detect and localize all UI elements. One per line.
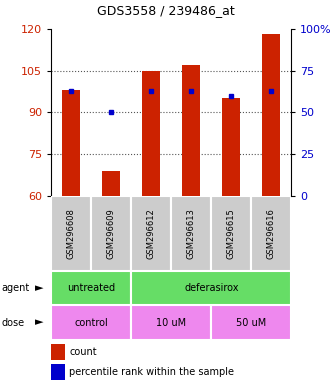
- Text: GSM296616: GSM296616: [267, 208, 276, 259]
- Bar: [51, 196, 91, 271]
- Bar: [251, 196, 291, 271]
- Bar: [102, 171, 120, 196]
- Text: GSM296609: GSM296609: [107, 208, 116, 259]
- Text: ►: ►: [35, 283, 43, 293]
- Bar: [91, 196, 131, 271]
- Bar: [171, 196, 211, 271]
- Text: count: count: [69, 347, 97, 357]
- Bar: [51, 344, 65, 360]
- Text: ►: ►: [35, 318, 43, 328]
- Text: deferasirox: deferasirox: [184, 283, 239, 293]
- Bar: [211, 305, 291, 340]
- Bar: [131, 271, 291, 305]
- Text: agent: agent: [2, 283, 30, 293]
- Bar: [51, 305, 131, 340]
- Bar: [51, 271, 131, 305]
- Bar: [142, 71, 160, 196]
- Bar: [51, 364, 65, 379]
- Bar: [131, 305, 211, 340]
- Text: GSM296613: GSM296613: [187, 208, 196, 259]
- Text: GSM296612: GSM296612: [147, 208, 156, 259]
- Bar: [262, 34, 280, 196]
- Bar: [131, 196, 171, 271]
- Bar: [62, 90, 80, 196]
- Text: GSM296608: GSM296608: [67, 208, 76, 259]
- Text: dose: dose: [2, 318, 25, 328]
- Bar: [222, 98, 240, 196]
- Text: 50 uM: 50 uM: [236, 318, 266, 328]
- Bar: [182, 65, 200, 196]
- Text: GDS3558 / 239486_at: GDS3558 / 239486_at: [97, 4, 234, 17]
- Text: control: control: [74, 318, 108, 328]
- Bar: [211, 196, 251, 271]
- Text: percentile rank within the sample: percentile rank within the sample: [69, 367, 234, 377]
- Text: GSM296615: GSM296615: [227, 208, 236, 259]
- Text: untreated: untreated: [67, 283, 116, 293]
- Text: 10 uM: 10 uM: [156, 318, 186, 328]
